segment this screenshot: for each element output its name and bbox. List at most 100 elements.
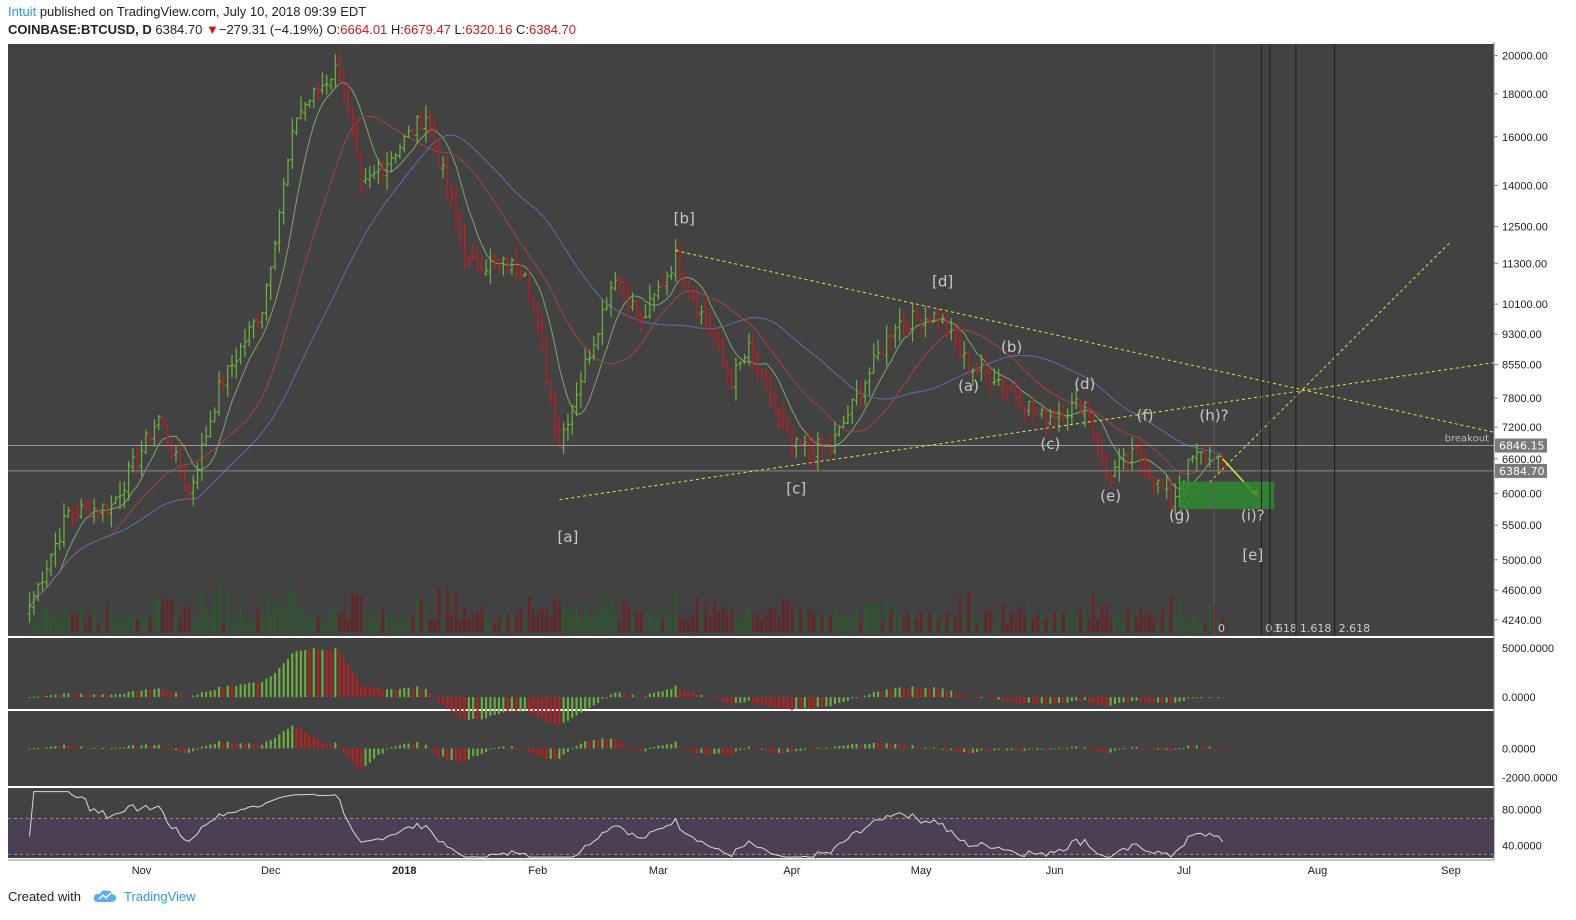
histogram-bar	[713, 697, 716, 699]
histogram-bar	[498, 747, 501, 749]
histogram-bar	[683, 748, 686, 750]
histogram-bar	[928, 748, 931, 750]
histogram-bar	[1213, 697, 1216, 699]
volume-bar	[1143, 614, 1147, 632]
volume-bar	[1031, 618, 1035, 632]
histogram-bar	[554, 697, 557, 725]
histogram-bar	[67, 744, 70, 749]
wave-label: (g)	[1169, 507, 1190, 525]
histogram-bar	[342, 659, 345, 698]
ohlc-bar	[466, 255, 471, 268]
ohlc-bar	[363, 168, 368, 185]
histogram-bar	[127, 691, 130, 698]
ohlc-bar	[962, 341, 967, 370]
volume-bar	[463, 605, 466, 632]
histogram-bar	[640, 696, 643, 698]
histogram-bar	[1200, 745, 1203, 749]
volume-bar	[368, 617, 372, 632]
volume-bar	[975, 624, 979, 632]
time-axis-label: Feb	[528, 865, 547, 877]
histogram-bar	[1195, 697, 1198, 699]
histogram-bar	[523, 748, 526, 750]
price-tick-label: 18000.00	[1502, 89, 1548, 101]
histogram-bar	[317, 740, 320, 749]
histogram-bar	[222, 687, 225, 698]
chart-area[interactable]: 20000.0018000.0016000.0014000.0012500.00…	[0, 42, 1576, 880]
volume-bar	[945, 612, 949, 632]
ohlc-bar	[936, 308, 941, 334]
histogram-bar	[536, 748, 539, 756]
histogram-bar	[1079, 748, 1082, 750]
volume-bar	[566, 611, 570, 632]
ohlc-bar	[596, 332, 601, 351]
histogram-bar	[140, 745, 143, 749]
ohlc-bar	[656, 280, 661, 301]
volume-bar	[1049, 620, 1052, 632]
volume-bar	[364, 612, 367, 632]
histogram-bar	[1204, 697, 1207, 699]
histogram-bar	[377, 688, 380, 698]
histogram-bar	[114, 694, 117, 698]
histogram-bar	[196, 694, 199, 698]
ohlc-bar	[527, 269, 532, 302]
ohlc-bar	[449, 183, 454, 207]
ohlc-bar	[57, 528, 62, 551]
histogram-bar	[747, 697, 750, 701]
histogram-bar	[1045, 697, 1048, 705]
ohlc-bar	[897, 308, 902, 342]
volume-bar	[183, 607, 186, 632]
histogram-bar	[106, 748, 109, 750]
histogram-bar	[304, 732, 307, 749]
histogram-bar	[782, 697, 785, 709]
histogram-bar	[1208, 697, 1211, 699]
ohlc-bar	[1100, 437, 1105, 467]
volume-bar	[1005, 623, 1009, 632]
volume-bar	[510, 615, 514, 632]
histogram-bar	[312, 736, 315, 749]
histogram-bar	[179, 694, 182, 698]
histogram-bar	[256, 744, 259, 749]
histogram-bar	[989, 748, 992, 752]
ohlc-bar	[113, 495, 118, 504]
histogram-bar	[786, 697, 789, 710]
ohlc-bar	[863, 379, 868, 406]
ohlc-bar	[867, 367, 872, 396]
histogram-bar	[32, 748, 35, 750]
volume-bar	[523, 617, 527, 632]
ohlc-bar	[673, 239, 678, 282]
volume-bar	[1074, 616, 1078, 632]
ohlc-bar	[337, 50, 342, 85]
histogram-bar	[618, 741, 621, 749]
author-link[interactable]: Intuit	[8, 4, 37, 19]
fib-time-label: 0	[1218, 622, 1225, 635]
histogram-bar	[881, 744, 884, 749]
histogram-bar	[37, 747, 40, 749]
ohlc-bar	[1173, 483, 1178, 515]
volume-bar	[204, 607, 208, 632]
rsi-band	[8, 818, 1494, 855]
histogram-bar	[851, 697, 854, 699]
ohlc-bar	[100, 503, 105, 522]
histogram-bar	[420, 690, 423, 698]
histogram-bar	[877, 743, 880, 749]
ohlc-bar	[173, 445, 178, 463]
histogram-bar	[467, 748, 470, 760]
histogram-bar	[859, 697, 862, 699]
histogram-bar	[704, 696, 707, 698]
volume-bar	[532, 610, 535, 632]
tradingview-link[interactable]: TradingView	[124, 889, 196, 904]
histogram-bar	[1221, 748, 1224, 750]
histogram-bar	[1023, 697, 1026, 704]
histogram-bar	[351, 671, 354, 698]
ohlc-bar	[441, 156, 446, 178]
ohlc-bar	[122, 481, 127, 509]
volume-bar	[372, 607, 376, 632]
volume-bar	[92, 606, 96, 632]
volume-bar	[187, 606, 191, 632]
histogram-bar	[45, 695, 48, 698]
volume-bar	[1027, 600, 1031, 632]
histogram-bar	[605, 740, 608, 749]
histogram-bar	[110, 694, 113, 698]
histogram-bar	[558, 697, 561, 726]
ohlc-bar	[591, 336, 596, 361]
